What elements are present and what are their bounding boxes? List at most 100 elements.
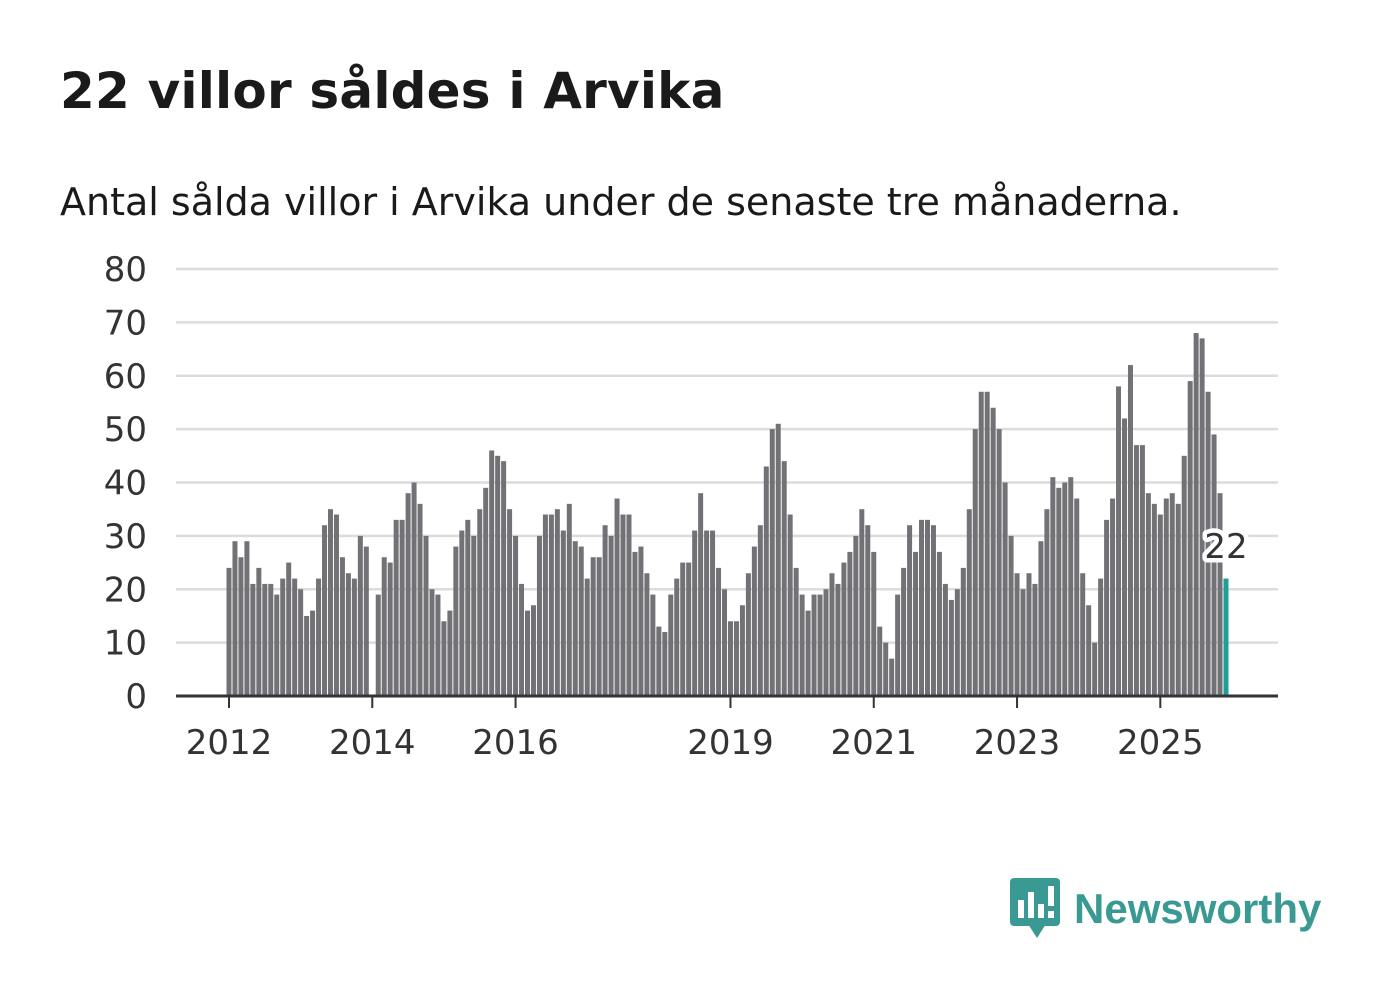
bar (757, 525, 763, 696)
bar (304, 615, 310, 696)
y-tick-label: 30 (104, 517, 147, 557)
bar (489, 450, 495, 696)
bar (686, 562, 692, 696)
bar (1223, 578, 1229, 696)
bar (889, 658, 895, 696)
bar (948, 599, 954, 696)
bar (286, 562, 292, 696)
bar (1074, 498, 1080, 696)
bar (1056, 487, 1062, 696)
bar (351, 578, 357, 696)
x-tick-label: 2025 (1117, 723, 1204, 763)
bar (1008, 535, 1014, 697)
last-value-label: 22 (1204, 527, 1247, 567)
bar (1175, 503, 1181, 696)
bar (787, 514, 793, 696)
y-tick-label: 70 (104, 303, 147, 343)
bar (1026, 573, 1032, 696)
bar (1068, 477, 1074, 696)
newsworthy-logo[interactable]: Newsworthy (1010, 878, 1321, 940)
bar (1139, 445, 1145, 696)
bar (960, 567, 966, 696)
bar (602, 525, 608, 696)
bar (477, 509, 483, 696)
bar (1122, 418, 1127, 696)
bar (632, 551, 638, 696)
bars (226, 333, 1229, 697)
y-axis: 0 10 20 30 40 50 60 70 80 (104, 250, 147, 717)
bar (1044, 509, 1050, 696)
bar (1127, 365, 1133, 696)
bar (901, 567, 907, 696)
bar (1145, 493, 1151, 696)
bar (966, 509, 972, 696)
bar (835, 583, 841, 696)
bar (375, 594, 381, 696)
bar (1211, 434, 1217, 696)
bar (626, 514, 632, 696)
bar (739, 605, 745, 696)
bar (1199, 338, 1205, 696)
annotations: 22 (1200, 523, 1252, 572)
bar (393, 519, 399, 696)
bar (1086, 605, 1092, 696)
bar (525, 610, 530, 696)
bar (429, 589, 435, 696)
bar (895, 594, 901, 696)
bar (280, 578, 286, 696)
bar (996, 429, 1002, 697)
x-axis: 2012 2014 2016 2019 2021 2023 2025 (186, 696, 1204, 763)
bar (978, 391, 984, 696)
bar (972, 429, 978, 697)
bar (1032, 583, 1038, 696)
bar (751, 546, 757, 696)
bar (638, 546, 644, 696)
x-tick-label: 2021 (830, 723, 917, 763)
bar (405, 493, 411, 696)
bar (1014, 573, 1020, 696)
bar (954, 589, 960, 696)
bar (680, 562, 686, 696)
y-tick-label: 50 (104, 410, 147, 450)
bar (1181, 455, 1187, 696)
bar (483, 487, 489, 696)
bar (298, 589, 304, 696)
bar (387, 562, 393, 696)
bar (650, 594, 656, 696)
bar (435, 594, 441, 696)
bar (548, 514, 554, 696)
bar (596, 557, 602, 696)
bar (817, 594, 823, 696)
bar (584, 578, 590, 696)
gridlines (176, 267, 1278, 644)
bar (495, 455, 501, 696)
bar (805, 610, 811, 696)
bar (984, 391, 990, 696)
chart-title: 22 villor såldes i Arvika (60, 62, 725, 120)
bar (1050, 477, 1056, 696)
y-tick-label: 10 (104, 624, 147, 664)
bar (698, 493, 704, 696)
bar (883, 642, 889, 697)
y-tick-label: 60 (104, 357, 147, 397)
bar (250, 583, 256, 696)
bar (554, 509, 560, 696)
bar (1020, 589, 1026, 696)
x-tick-label: 2012 (186, 723, 273, 763)
bar (1187, 381, 1193, 696)
bar (322, 525, 328, 696)
bar (608, 535, 614, 697)
bar (936, 551, 942, 696)
bar (841, 562, 847, 696)
brand-name: Newsworthy (1074, 885, 1322, 932)
bar (745, 573, 751, 696)
bar (1098, 578, 1104, 696)
bar (572, 541, 578, 696)
bar (453, 546, 459, 696)
bar (692, 530, 698, 696)
bar (566, 503, 572, 696)
bar (536, 535, 542, 697)
bar (226, 567, 232, 696)
bar (793, 567, 799, 696)
